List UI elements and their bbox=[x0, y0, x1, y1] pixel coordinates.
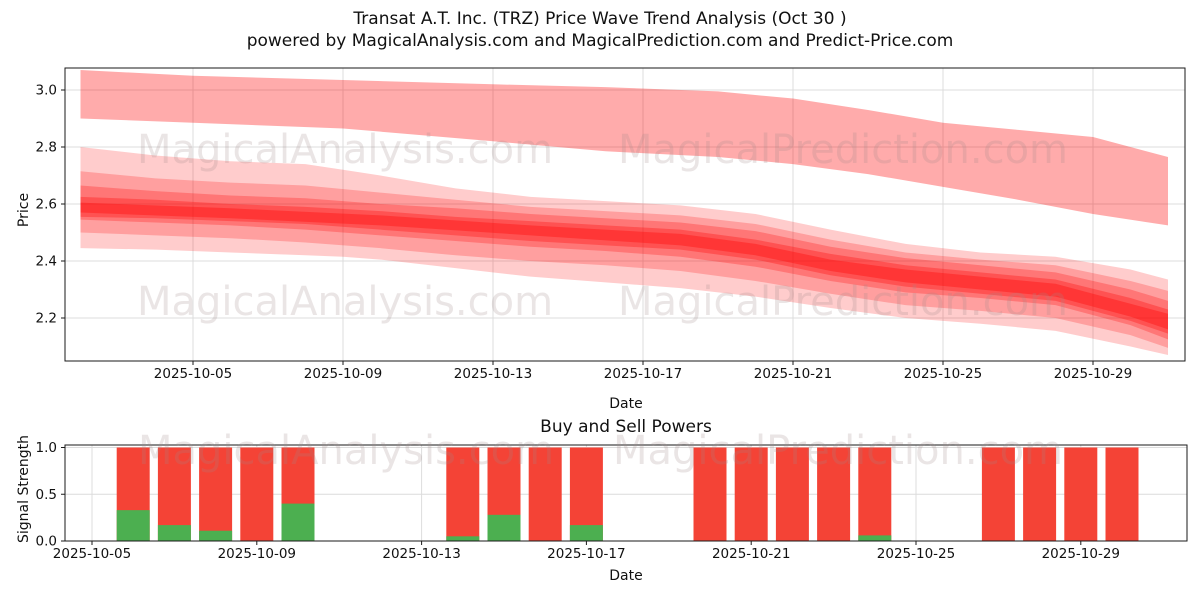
buy-power-bar bbox=[199, 530, 233, 541]
watermark-text: MagicalAnalysis.com bbox=[137, 279, 553, 325]
price-x-tick-label: 2025-10-29 bbox=[1054, 366, 1132, 382]
signal-y-axis-label: Signal Strength bbox=[16, 435, 32, 544]
watermark-text: MagicalAnalysis.com bbox=[138, 428, 554, 474]
watermark-text: MagicalAnalysis.com bbox=[137, 127, 553, 173]
sell-power-bar bbox=[240, 447, 274, 541]
price-y-tick-label: 2.6 bbox=[36, 197, 57, 213]
buy-sell-bars bbox=[116, 447, 1139, 541]
signal-y-tick-label: 1.0 bbox=[36, 440, 57, 456]
sell-power-bar bbox=[734, 447, 768, 541]
buy-power-bar bbox=[116, 510, 150, 541]
sell-power-bar bbox=[1064, 447, 1098, 541]
sell-power-bar bbox=[528, 447, 562, 541]
price-x-axis-label: Date bbox=[609, 396, 643, 412]
band-cluster-mid bbox=[80, 171, 1168, 348]
sell-power-bar bbox=[775, 447, 809, 541]
buy-power-bar bbox=[157, 525, 191, 541]
price-y-tick-label: 2.8 bbox=[36, 140, 57, 156]
sell-power-bar bbox=[1023, 447, 1057, 541]
signal-x-tick-label: 2025-10-25 bbox=[877, 546, 955, 562]
price-x-tick-label: 2025-10-09 bbox=[304, 366, 382, 382]
price-y-tick-label: 2.2 bbox=[36, 311, 57, 327]
signal-x-tick-label: 2025-10-21 bbox=[712, 546, 790, 562]
sell-power-bar bbox=[817, 447, 851, 541]
price-x-tick-label: 2025-10-13 bbox=[454, 366, 532, 382]
watermarks: MagicalAnalysis.com MagicalPrediction.com… bbox=[137, 127, 1068, 474]
buy-power-bar bbox=[858, 535, 892, 541]
figure-subtitle: powered by MagicalAnalysis.com and Magic… bbox=[246, 31, 954, 51]
price-wave-bands bbox=[80, 70, 1168, 356]
band-upper-forecast bbox=[80, 70, 1168, 226]
price-y-tick-label: 2.4 bbox=[36, 254, 57, 270]
sell-power-bar bbox=[858, 447, 892, 541]
figure-title: Transat A.T. Inc. (TRZ) Price Wave Trend… bbox=[353, 9, 847, 29]
signal-chart-frame bbox=[64, 444, 1188, 542]
price-chart-frame bbox=[64, 67, 1186, 362]
buy-power-bar bbox=[446, 536, 480, 541]
signal-chart-title: Buy and Sell Powers bbox=[540, 417, 712, 437]
buy-power-bar bbox=[569, 525, 603, 541]
sell-power-bar bbox=[199, 447, 233, 541]
sell-power-bar bbox=[693, 447, 727, 541]
price-grid bbox=[65, 68, 1185, 361]
sell-power-bar bbox=[446, 447, 480, 541]
watermark-text: MagicalPrediction.com bbox=[618, 279, 1068, 325]
band-cluster-inner bbox=[80, 196, 1168, 334]
price-y-tick-label: 3.0 bbox=[36, 83, 57, 99]
watermark-text: MagicalPrediction.com bbox=[618, 127, 1068, 173]
band-cluster-core bbox=[80, 185, 1168, 340]
signal-x-tick-label: 2025-10-05 bbox=[53, 546, 131, 562]
sell-power-bar bbox=[981, 447, 1015, 541]
buy-power-bar bbox=[487, 514, 521, 541]
signal-x-tick-label: 2025-10-13 bbox=[382, 546, 460, 562]
signal-x-tick-label: 2025-10-09 bbox=[218, 546, 296, 562]
sell-power-bar bbox=[1105, 447, 1139, 541]
buy-power-bar bbox=[281, 503, 315, 541]
price-x-tick-label: 2025-10-17 bbox=[604, 366, 682, 382]
signal-x-tick-label: 2025-10-17 bbox=[547, 546, 625, 562]
price-x-tick-label: 2025-10-21 bbox=[754, 366, 832, 382]
signal-y-tick-label: 0.5 bbox=[36, 487, 57, 503]
price-x-tick-label: 2025-10-05 bbox=[154, 366, 232, 382]
band-cluster-outer bbox=[80, 147, 1168, 356]
signal-x-axis-label: Date bbox=[609, 568, 643, 584]
signal-y-tick-label: 0.0 bbox=[36, 534, 57, 550]
signal-x-tick-label: 2025-10-29 bbox=[1042, 546, 1120, 562]
price-y-axis-label: Price bbox=[16, 192, 32, 228]
watermark-text: MagicalPrediction.com bbox=[613, 428, 1063, 474]
price-x-tick-label: 2025-10-25 bbox=[904, 366, 982, 382]
band-cluster-center-line bbox=[80, 202, 1168, 330]
